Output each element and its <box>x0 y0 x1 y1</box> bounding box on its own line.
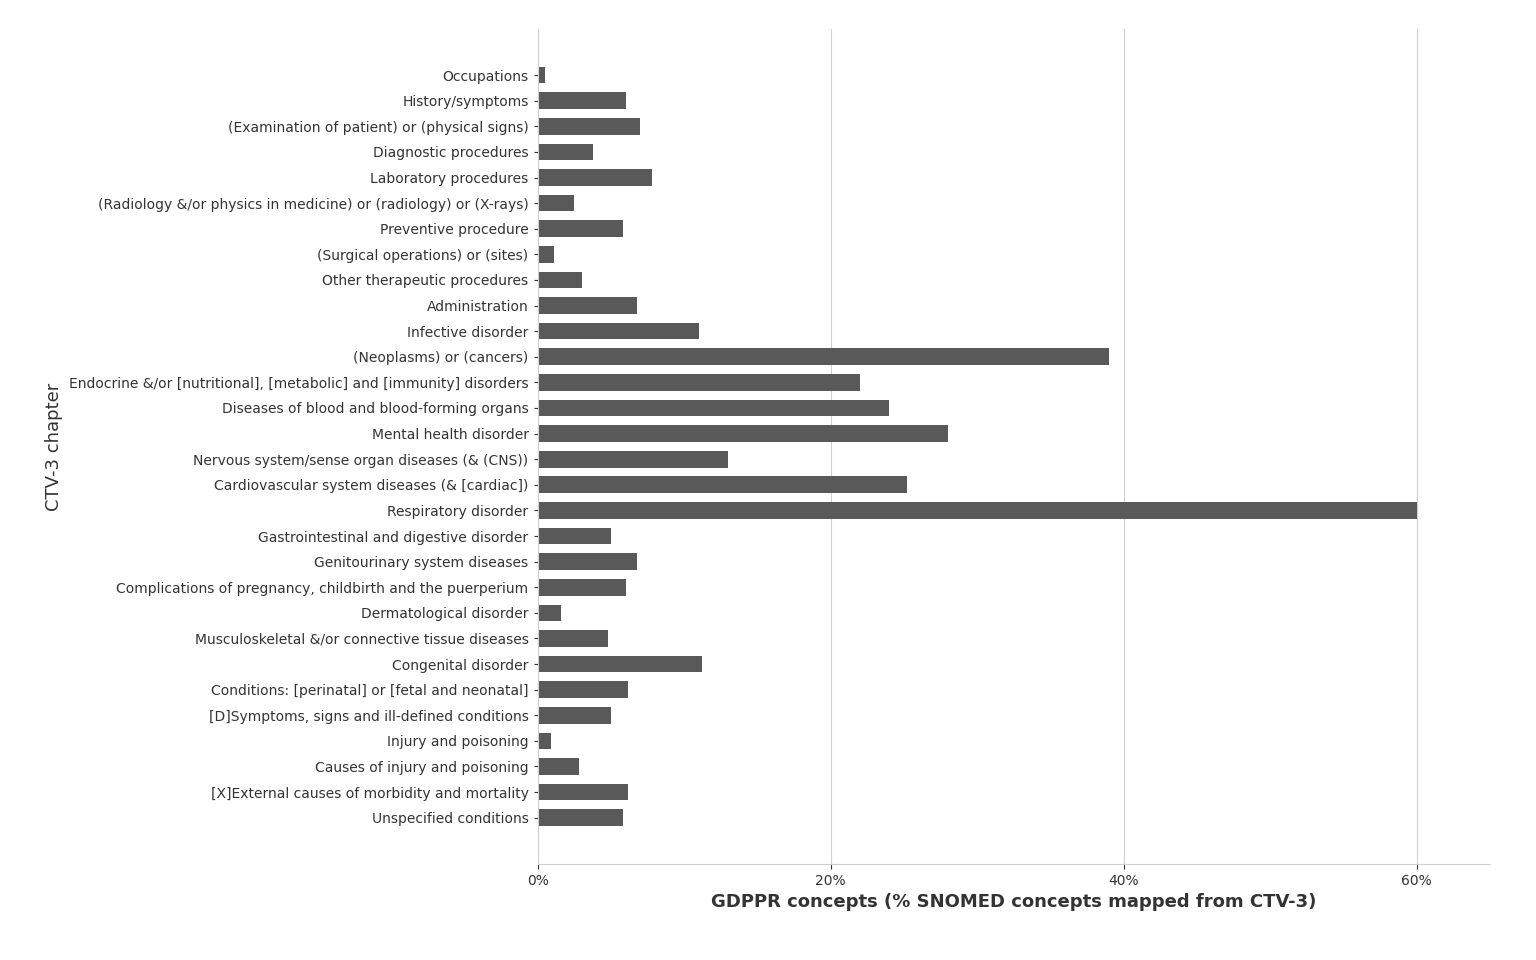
Bar <box>538 605 561 621</box>
Bar <box>538 169 651 186</box>
Bar <box>538 272 582 288</box>
Bar <box>538 298 637 314</box>
Bar <box>538 630 608 647</box>
Bar <box>538 425 948 442</box>
Bar <box>538 67 545 84</box>
Bar <box>538 783 628 801</box>
Bar <box>538 732 551 749</box>
Bar <box>538 399 889 417</box>
Y-axis label: CTV-3 chapter: CTV-3 chapter <box>46 382 63 511</box>
Bar <box>538 323 699 340</box>
Bar <box>538 553 637 570</box>
Bar <box>538 92 625 109</box>
Bar <box>538 195 574 211</box>
Bar <box>538 502 1416 518</box>
Bar <box>538 118 641 134</box>
Bar <box>538 528 611 544</box>
Bar <box>538 579 625 595</box>
Bar <box>538 682 628 698</box>
Bar <box>538 374 860 391</box>
Bar <box>538 144 593 160</box>
Bar <box>538 707 611 724</box>
Bar <box>538 246 553 263</box>
Bar <box>538 758 579 775</box>
Bar <box>538 809 622 826</box>
Bar <box>538 221 622 237</box>
Bar <box>538 451 728 468</box>
X-axis label: GDPPR concepts (% SNOMED concepts mapped from CTV-3): GDPPR concepts (% SNOMED concepts mapped… <box>711 893 1316 911</box>
Bar <box>538 476 906 493</box>
Bar <box>538 656 702 672</box>
Bar <box>538 348 1109 365</box>
